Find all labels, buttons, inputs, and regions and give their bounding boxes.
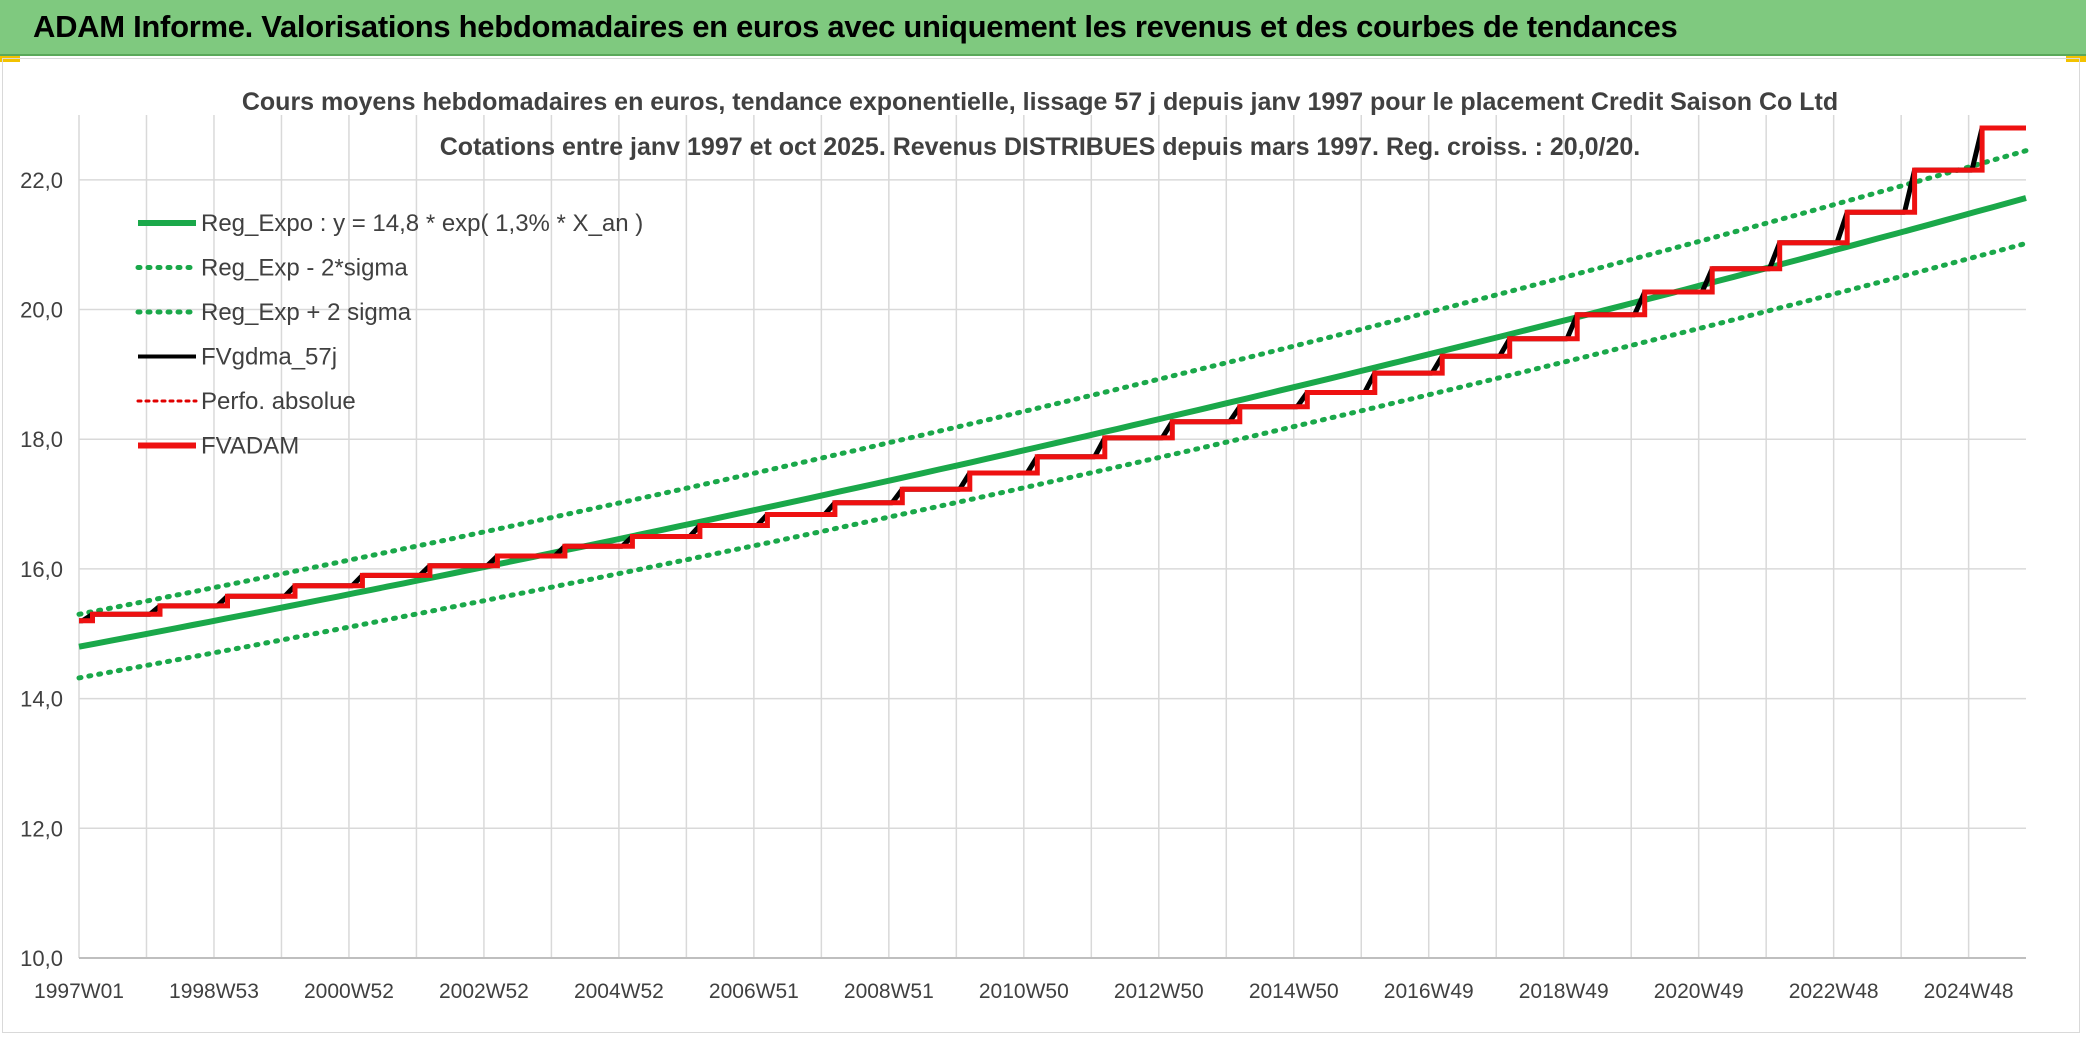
x-tick-label: 2002W52 — [439, 980, 529, 1003]
y-tick-label: 14,0 — [20, 687, 63, 712]
x-tick-label: 2000W52 — [304, 980, 394, 1003]
legend-label-fvadam: FVADAM — [201, 433, 299, 460]
y-tick-label: 18,0 — [20, 427, 63, 452]
x-tick-label: 2018W49 — [1519, 980, 1609, 1003]
chart-title-line1: Cours moyens hebdomadaires en euros, ten… — [242, 88, 1838, 116]
y-tick-label: 20,0 — [20, 298, 63, 323]
report-banner: ADAM Informe. Valorisations hebdomadaire… — [0, 0, 2086, 56]
chart-title-line2: Cotations entre janv 1997 et oct 2025. R… — [440, 133, 1641, 161]
corner-mark-left — [0, 56, 20, 62]
x-tick-label: 2012W50 — [1114, 980, 1204, 1003]
x-tick-label: 2014W50 — [1249, 980, 1339, 1003]
x-tick-label: 1998W53 — [169, 980, 259, 1003]
x-tick-label: 2008W51 — [844, 980, 934, 1003]
y-tick-label: 22,0 — [20, 168, 63, 193]
y-tick-label: 10,0 — [20, 946, 63, 971]
legend-label-fvgdma: FVgdma_57j — [201, 344, 337, 371]
report-title: ADAM Informe. Valorisations hebdomadaire… — [33, 9, 1678, 44]
x-tick-label: 2020W49 — [1654, 980, 1744, 1003]
x-tick-label: 2016W49 — [1384, 980, 1474, 1003]
x-tick-label: 2024W48 — [1924, 980, 2014, 1003]
series-fvadam — [79, 125, 2026, 624]
series-reg-minus-2sigma — [76, 240, 2029, 681]
x-tick-label: 1997W01 — [34, 980, 124, 1003]
x-tick-label: 2004W52 — [574, 980, 664, 1003]
grid — [78, 115, 2026, 959]
corner-mark-right — [2066, 56, 2086, 62]
x-tick-label: 2022W48 — [1789, 980, 1879, 1003]
x-axis: 1997W01 1998W53 2000W52 2002W52 2004W52 2006W… — [34, 980, 2014, 1003]
legend-label-reg_plus: Reg_Exp + 2 sigma — [201, 299, 412, 326]
legend-label-reg_expo: Reg_Expo : y = 14,8 * exp( 1,3% * X_an ) — [201, 210, 643, 237]
x-tick-label: 2010W50 — [979, 980, 1069, 1003]
legend-label-reg_minus: Reg_Exp - 2*sigma — [201, 255, 408, 282]
series-reg-expo — [78, 195, 2027, 650]
legend-label-perfo: Perfo. absolue — [201, 388, 356, 415]
series-reg-plus-2sigma — [76, 148, 2029, 617]
legend: Reg_Expo : y = 14,8 * exp( 1,3% * X_an )… — [135, 210, 643, 460]
series-layer — [76, 125, 2029, 681]
y-tick-label: 12,0 — [20, 816, 63, 841]
x-tick-label: 2006W51 — [709, 980, 799, 1003]
y-tick-label: 16,0 — [20, 557, 63, 582]
chart-frame — [2, 58, 2080, 1033]
series-fvgdma-57j — [79, 125, 2026, 624]
y-axis: 10,0 12,0 14,0 16,0 18,0 20,0 22,0 — [20, 168, 63, 971]
